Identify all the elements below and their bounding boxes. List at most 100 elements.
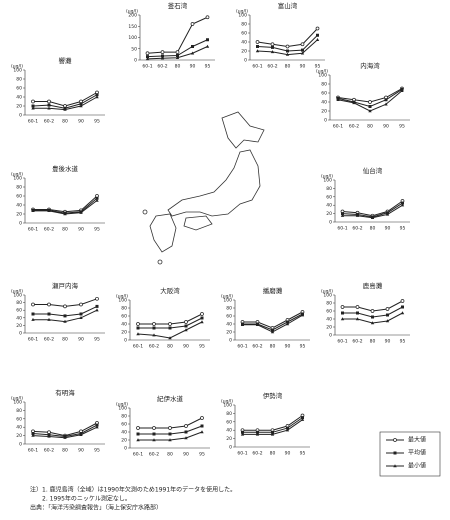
island (157, 259, 163, 265)
point (315, 26, 320, 31)
x-tick-label: 95 (400, 339, 406, 345)
legend-label: 最小値 (408, 462, 426, 470)
point (47, 99, 51, 104)
line-chart: 伊勢湾 (μg/l) 0 20 40 60 80 100 60-1 60-2 80 90 95 (221, 391, 310, 457)
point (168, 438, 172, 442)
y-tick-label: 0 (329, 220, 332, 226)
x-tick-label: 90 (300, 64, 306, 70)
point (300, 313, 305, 317)
y-tick-label: 80 (16, 408, 22, 414)
y-axis-label: (μg/l) (11, 64, 23, 70)
point (63, 314, 67, 318)
series-line (242, 415, 303, 431)
point (190, 22, 195, 26)
x-tick-label: 95 (94, 119, 100, 125)
line-chart: 紀伊水道 (μg/l) 0 20 40 60 80 100 60-1 60-2 80 90 95 (116, 394, 210, 458)
x-tick-label: 60-2 (149, 452, 159, 458)
point (47, 312, 51, 316)
point (285, 52, 290, 56)
y-tick-label: 100 (13, 176, 22, 182)
y-tick-label: 0 (19, 442, 22, 448)
island (142, 209, 148, 215)
y-axis-label: (μg/l) (316, 69, 328, 75)
line-chart: 響灘 (μg/l) 0 20 40 60 80 100 60-1 60-2 80 90 95 (11, 56, 105, 125)
point (168, 426, 172, 430)
x-tick-label: 60-1 (28, 227, 38, 233)
y-tick-label: 100 (13, 293, 22, 299)
chart-title: 有明海 (55, 388, 75, 397)
x-tick-label: 60-1 (142, 64, 152, 70)
point (47, 103, 51, 107)
point (79, 302, 83, 307)
x-tick-label: 90 (183, 344, 189, 350)
y-tick-label: 80 (226, 411, 232, 417)
y-tick-label: 100 (128, 35, 137, 41)
point (175, 50, 180, 54)
point (136, 332, 140, 336)
y-tick-label: 100 (318, 73, 327, 79)
point (385, 212, 390, 216)
y-tick-label: 80 (16, 77, 22, 83)
x-tick-label: 80 (62, 448, 68, 454)
point (184, 436, 188, 440)
point (136, 326, 140, 330)
y-tick-label: 100 (238, 13, 247, 19)
y-tick-label: 40 (326, 203, 332, 209)
point (285, 428, 290, 432)
point (31, 432, 35, 435)
point (255, 49, 260, 53)
point (136, 322, 140, 326)
x-tick-label: 90 (78, 337, 84, 343)
point (168, 322, 172, 326)
point (285, 322, 290, 326)
y-tick-label: 40 (326, 317, 332, 323)
point (384, 102, 388, 106)
y-axis-label: (μg/l) (236, 9, 248, 15)
x-tick-label: 90 (385, 339, 391, 345)
chart-title: 紀伊水道 (157, 394, 184, 403)
x-tick-label: 80 (270, 451, 276, 457)
chart-title: 大阪湾 (160, 286, 180, 295)
point (370, 216, 375, 219)
point (400, 311, 405, 315)
point (152, 333, 156, 337)
line-chart: 内海湾 (μg/l) 0 20 40 60 80 100 60-1 60-2 80 90 95 (316, 61, 410, 130)
axis (234, 300, 310, 341)
point (401, 201, 404, 205)
x-tick-label: 60-2 (44, 337, 54, 343)
y-tick-label: 20 (226, 330, 232, 336)
point (393, 464, 397, 468)
point (31, 104, 35, 108)
point (255, 323, 260, 326)
point (271, 430, 274, 434)
chart-title: 釜石湾 (168, 1, 188, 10)
point (47, 302, 51, 307)
y-tick-label: 80 (241, 22, 247, 28)
y-tick-label: 20 (16, 104, 22, 110)
y-tick-label: 20 (321, 109, 327, 115)
y-tick-label: 80 (326, 186, 332, 192)
point (136, 426, 140, 430)
point (152, 432, 156, 436)
chart-title: 鹿島灘 (363, 281, 383, 290)
point (300, 42, 305, 47)
y-tick-label: 20 (326, 325, 332, 331)
point (356, 311, 359, 315)
y-axis-label: (μg/l) (11, 172, 23, 178)
point (270, 42, 275, 47)
point (285, 44, 290, 49)
chart-title: 仙台湾 (363, 166, 383, 175)
point (136, 432, 140, 436)
y-tick-label: 20 (16, 212, 22, 218)
point (393, 438, 397, 442)
line-chart: 鹿島灘 (μg/l) 0 20 40 60 80 100 60-1 60-2 80 90 95 (321, 281, 410, 345)
point (146, 55, 149, 59)
y-tick-label: 40 (16, 95, 22, 101)
legend-frame (379, 431, 441, 477)
point (255, 40, 260, 44)
chart-title: 伊勢湾 (263, 391, 283, 400)
point (200, 424, 204, 428)
y-tick-label: 80 (121, 414, 127, 420)
